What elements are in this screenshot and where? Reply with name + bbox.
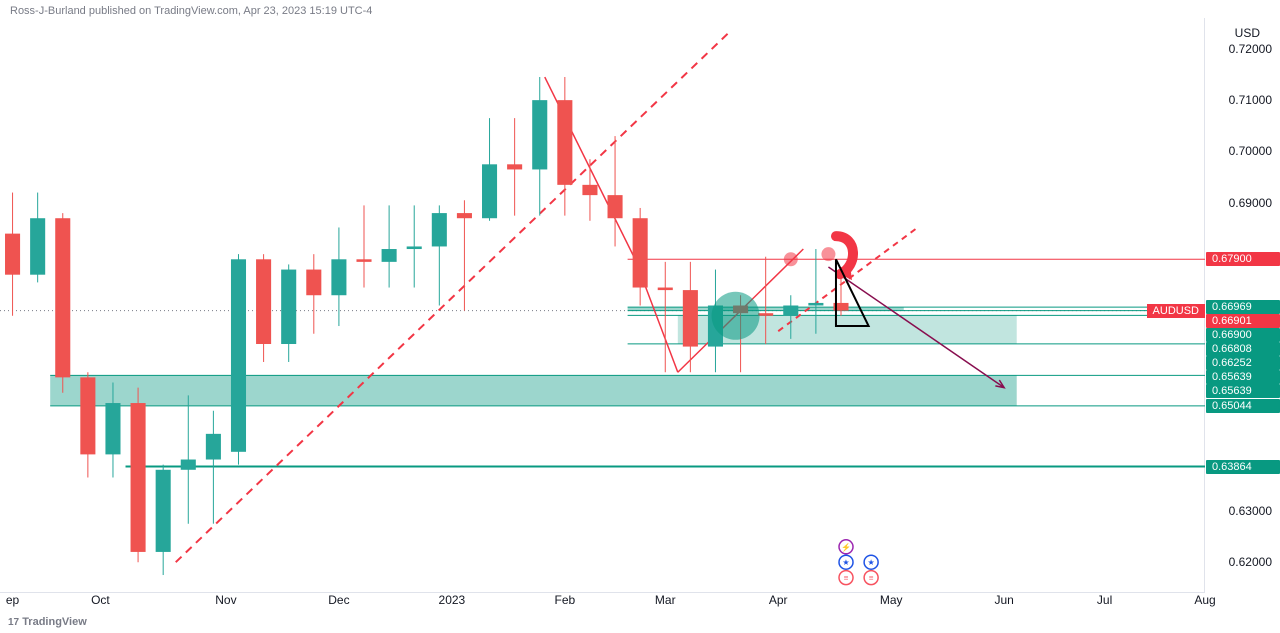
tradingview-watermark: 17 TradingView	[8, 616, 87, 628]
x-tick: May	[880, 593, 903, 607]
x-tick: 2023	[439, 593, 466, 607]
svg-text:★: ★	[842, 558, 849, 567]
price-label: 0.65639	[1206, 384, 1280, 398]
price-label: 0.65044	[1206, 399, 1280, 413]
x-tick: Nov	[215, 593, 236, 607]
x-tick: Jul	[1097, 593, 1112, 607]
y-axis-currency: USD	[1235, 26, 1260, 40]
chart-area[interactable]: ⚡ ★ ★ ≡ ≡	[0, 18, 1205, 593]
price-label: 0.63864	[1206, 460, 1280, 474]
chart-svg: ⚡ ★ ★ ≡ ≡	[0, 18, 1204, 592]
price-label: 0.66808	[1206, 342, 1280, 356]
y-tick: 0.69000	[1229, 196, 1272, 210]
x-axis: epOctNovDec2023FebMarAprMayJunJulAug	[0, 593, 1205, 615]
svg-text:≡: ≡	[844, 574, 849, 583]
pair-label: AUDUSD	[1147, 304, 1205, 318]
y-axis: USD 0.72000 0.71000 0.70000 0.69000 0.63000 0…	[1205, 18, 1280, 593]
x-tick: Feb	[555, 593, 576, 607]
y-tick: 0.62000	[1229, 555, 1272, 569]
price-label: 0.66901	[1206, 314, 1280, 328]
x-tick: Mar	[655, 593, 676, 607]
x-tick: ep	[6, 593, 19, 607]
y-tick: 0.72000	[1229, 42, 1272, 56]
x-tick: Jun	[994, 593, 1013, 607]
y-tick: 0.71000	[1229, 93, 1272, 107]
x-tick: Apr	[769, 593, 788, 607]
svg-text:★: ★	[868, 558, 875, 567]
price-label: 0.66969	[1206, 300, 1280, 314]
price-label: 0.65639	[1206, 370, 1280, 384]
price-label: 0.66252	[1206, 356, 1280, 370]
y-tick: 0.70000	[1229, 144, 1272, 158]
attribution-text: Ross-J-Burland published on TradingView.…	[10, 5, 372, 17]
x-tick: Dec	[328, 593, 349, 607]
svg-text:⚡: ⚡	[841, 542, 851, 552]
price-label: 0.67900	[1206, 252, 1280, 266]
x-tick: Aug	[1194, 593, 1215, 607]
price-label: 0.66900	[1206, 328, 1280, 342]
y-tick: 0.63000	[1229, 504, 1272, 518]
svg-text:≡: ≡	[869, 574, 874, 583]
x-tick: Oct	[91, 593, 110, 607]
